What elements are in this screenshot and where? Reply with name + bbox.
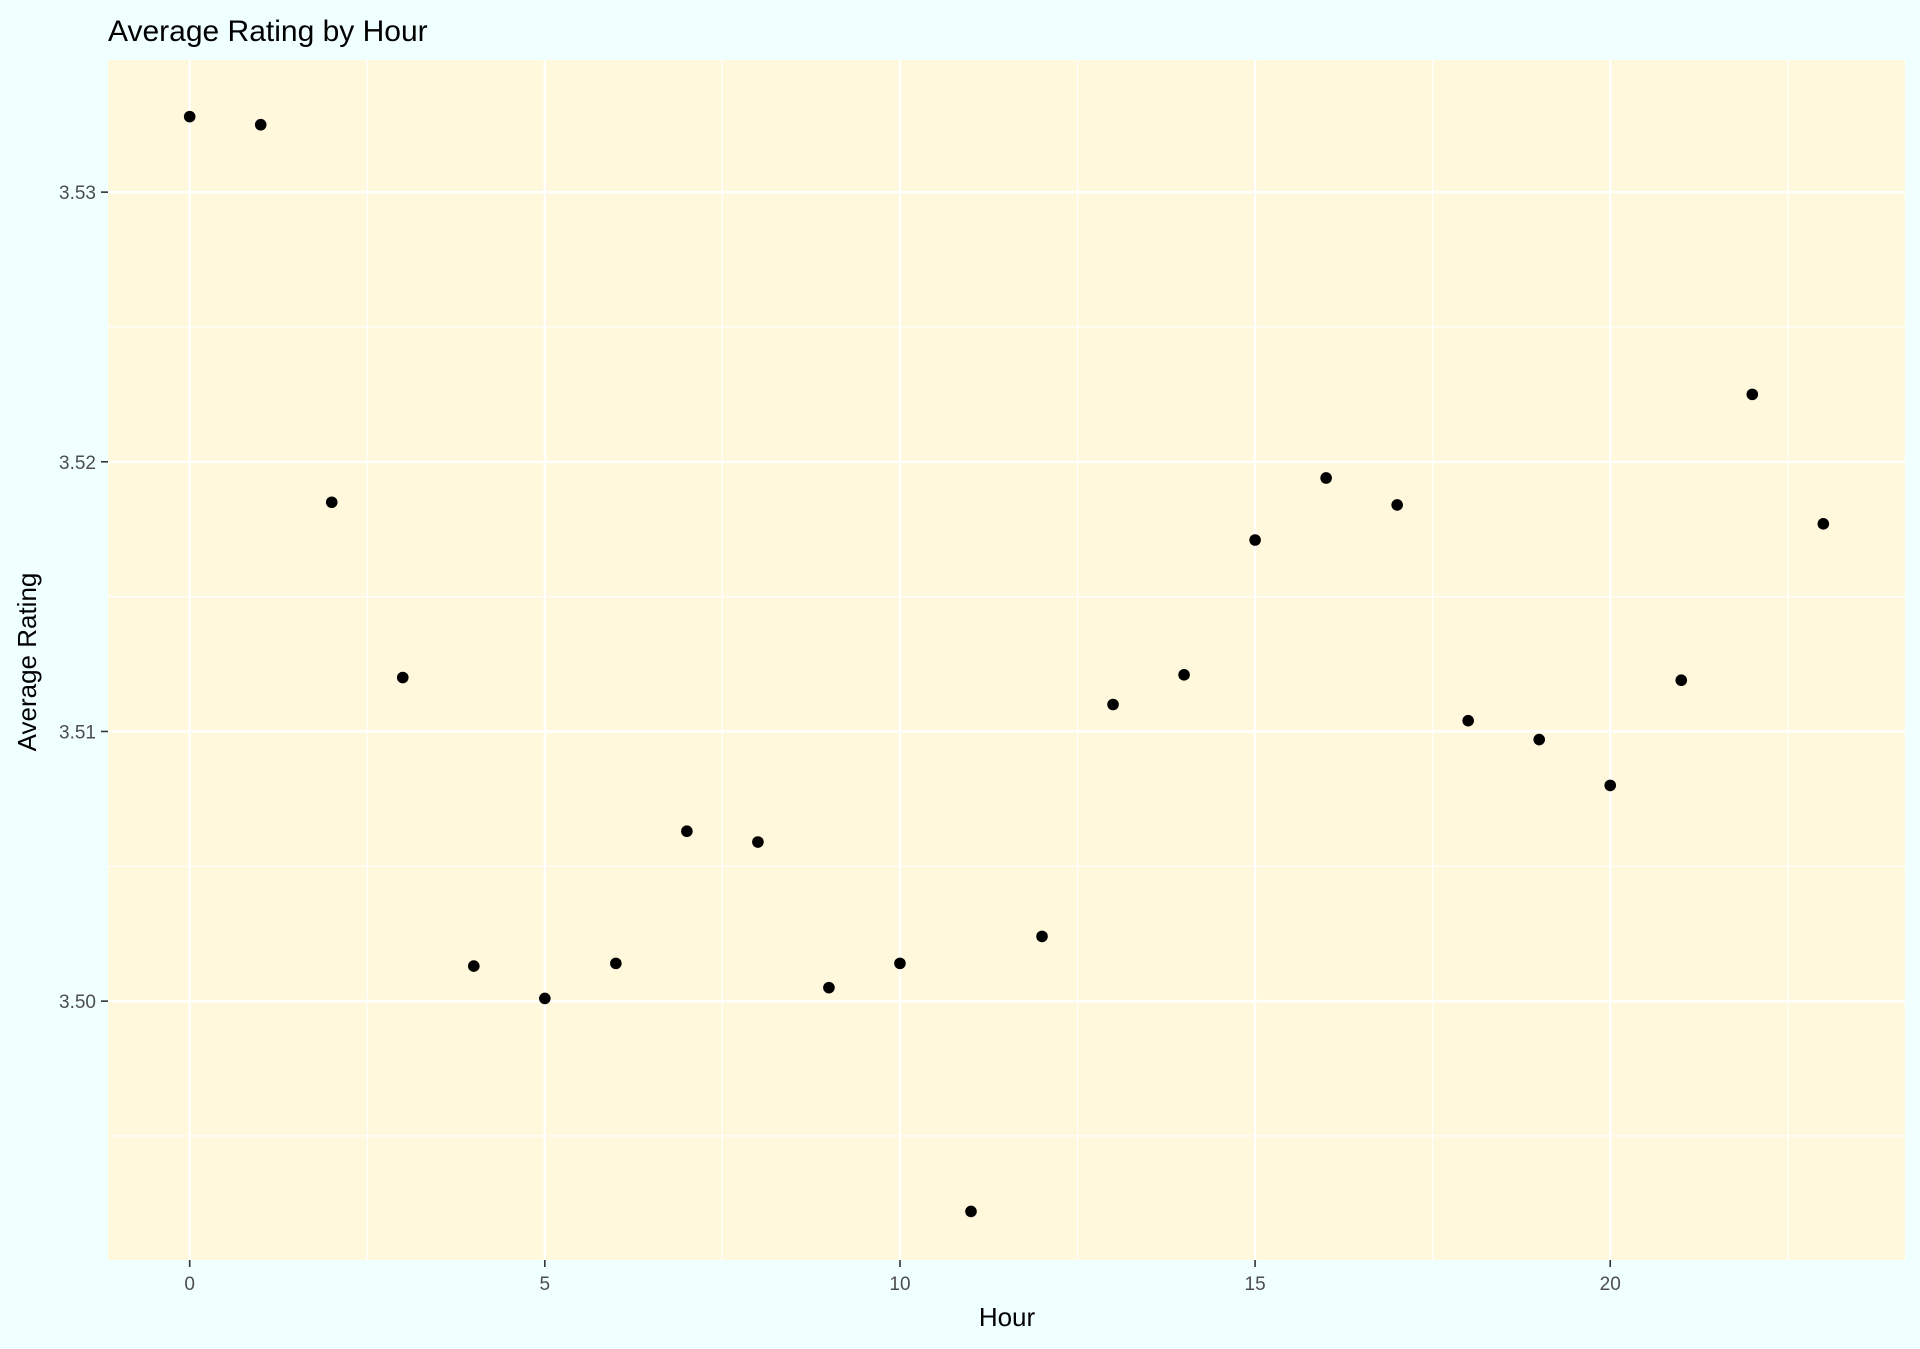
data-point — [965, 1205, 977, 1218]
chart-title: Average Rating by Hour — [108, 15, 428, 48]
data-point — [752, 836, 764, 848]
data-point — [396, 671, 409, 684]
x-tick-label: 15 — [1245, 1274, 1266, 1295]
data-point — [681, 825, 693, 838]
x-tick-label: 10 — [889, 1274, 910, 1295]
x-tick-label: 0 — [184, 1274, 195, 1295]
data-points — [183, 110, 1830, 1218]
data-point — [1462, 714, 1474, 727]
data-point — [1391, 499, 1403, 511]
data-point — [1107, 698, 1119, 711]
data-point — [610, 957, 622, 970]
data-point — [1533, 733, 1546, 746]
data-point — [1604, 779, 1617, 792]
data-point — [894, 957, 906, 970]
data-point — [325, 496, 338, 509]
y-tick-label: 3.51 — [59, 722, 96, 743]
y-tick-label: 3.52 — [59, 453, 96, 474]
data-point — [467, 960, 480, 972]
data-point — [183, 110, 196, 123]
major-gridlines — [108, 60, 1905, 1260]
y-tick-label: 3.50 — [59, 992, 96, 1013]
data-point — [1746, 388, 1759, 401]
data-point — [254, 118, 267, 131]
x-axis-ticks: 0 5 10 15 20 — [184, 1260, 1621, 1295]
data-point — [823, 981, 835, 994]
y-tick-label: 3.53 — [59, 183, 96, 204]
data-point — [1817, 518, 1830, 530]
y-axis-ticks: 3.50 3.51 3.52 3.53 — [59, 183, 108, 1013]
minor-gridlines — [108, 60, 1905, 1260]
data-point — [1249, 534, 1261, 546]
y-axis-title: Average Rating — [12, 573, 42, 752]
x-axis-title: Hour — [979, 1302, 1036, 1332]
data-point — [539, 992, 551, 1005]
x-tick-label: 20 — [1600, 1274, 1621, 1295]
data-point — [1320, 472, 1332, 484]
plot-panel — [108, 60, 1905, 1260]
data-point — [1178, 669, 1190, 681]
x-tick-label: 5 — [540, 1274, 551, 1295]
data-point — [1675, 674, 1688, 687]
data-point — [1036, 930, 1048, 943]
